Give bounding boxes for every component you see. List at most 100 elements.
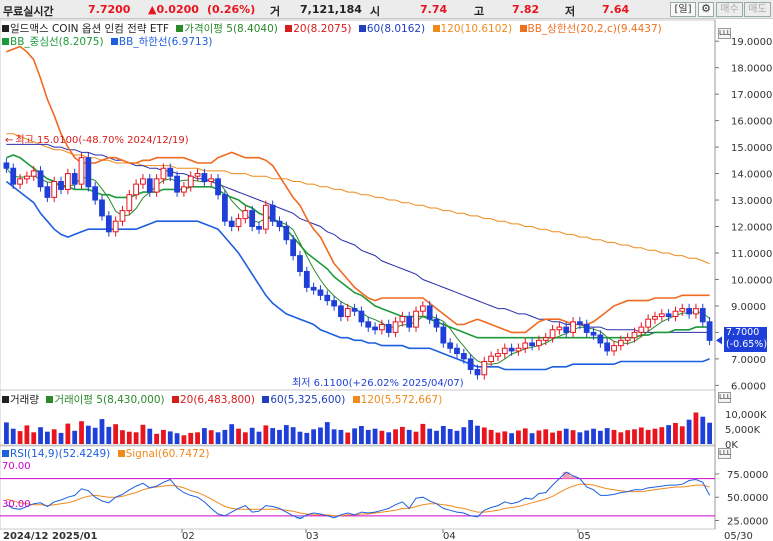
price-tick-label: 14.0000 [731, 170, 772, 181]
candle-down [372, 326, 378, 331]
candle-up [645, 318, 652, 328]
volume-bar [120, 430, 125, 444]
candle-down [310, 286, 317, 291]
volume-bar [550, 432, 555, 444]
volume-value: 7,121,184 [300, 3, 362, 16]
volume-bar [304, 432, 310, 444]
candle-down [467, 358, 474, 370]
candle-up [344, 308, 351, 318]
volume-tick-label: 0K [725, 440, 738, 451]
legend-label-vol-ma5: 거래이평 5(8,430,000) [54, 394, 165, 406]
volume-bar [31, 432, 37, 444]
legend-marker [2, 25, 9, 32]
volume-bar [44, 431, 50, 444]
price-tick-label: 10.0000 [731, 275, 772, 286]
legend-vol-ma120: 120(5,572,667) [352, 394, 445, 406]
candle-down [604, 342, 611, 352]
candle-up [549, 329, 556, 339]
volume-bar [434, 430, 439, 444]
volume-bar [379, 430, 385, 444]
candle-up [672, 310, 679, 318]
candle-down [474, 368, 481, 376]
volume-bar [618, 432, 624, 444]
rsi-lower-label: 30.00 [2, 499, 31, 510]
legend-label-ma20: 20(8.2075) [293, 23, 352, 35]
buy-button[interactable]: 매수 [716, 2, 743, 17]
candle-down [433, 318, 440, 328]
volume-bar [202, 428, 207, 444]
volume-bar [427, 428, 433, 444]
volume-bar [557, 430, 562, 444]
volume-bar [570, 430, 576, 444]
legend-marker [110, 38, 118, 45]
volume-bar [277, 429, 282, 444]
rsi-overbought-fill [569, 475, 577, 479]
legend-label-bb-mid: BB_중심선(8.2075) [10, 36, 104, 48]
candle-down [228, 220, 235, 228]
volume-bar [563, 428, 569, 444]
current-price-label-pct: (-0.65%) [726, 339, 768, 350]
high-value: 7.82 [512, 3, 540, 16]
candle-down [447, 342, 454, 349]
ma120-line [6, 133, 710, 265]
legend-label-signal: Signal(60.7472) [125, 448, 210, 460]
price-tick-label: 13.0000 [731, 196, 772, 207]
high-arrow-icon: ← [5, 135, 14, 146]
candle-up [617, 339, 624, 347]
price-scale-button[interactable]: LLL [718, 28, 731, 39]
candle-down [290, 239, 297, 257]
candle-down [215, 178, 221, 196]
candle-up [611, 345, 617, 352]
price-tick-label: 6.0000 [731, 381, 766, 392]
candle-down [460, 353, 467, 360]
candle-up [522, 342, 529, 349]
volume-bar [516, 430, 521, 444]
current-price-arrow-icon [716, 336, 722, 345]
volume-bar [113, 424, 119, 444]
volume-bar [242, 432, 248, 444]
price-change-pct: (0.26%) [207, 3, 256, 16]
candle-down [303, 271, 310, 288]
legend-label-title: 일드맥스 COIN 옵션 인컴 전략 ETF [10, 23, 169, 35]
candle-down [454, 347, 460, 355]
bb-upper-line [6, 45, 710, 334]
price-tick-label: 7.0000 [731, 355, 766, 366]
candle-down [563, 326, 570, 333]
rsi-tick-label: 50.0000 [727, 493, 768, 504]
candle-down [706, 321, 713, 341]
volume-bar [345, 432, 351, 444]
volume-bar [468, 420, 474, 444]
candle-up [78, 157, 85, 185]
signal-line [6, 483, 710, 517]
high-annotation: ← 최고 15.0100(-48.70% 2024/12/19) [5, 131, 191, 146]
volume-bar [38, 427, 43, 444]
candle-down [338, 305, 344, 318]
volume-bar [229, 424, 235, 444]
volume-bar [133, 432, 139, 444]
volume-bar [577, 432, 583, 444]
volume-bar [420, 423, 426, 444]
period-button[interactable]: [일] [670, 2, 696, 17]
volume-bar [365, 429, 371, 444]
volume-bar [645, 429, 651, 444]
volume-bar [195, 432, 200, 444]
candle-up [208, 178, 215, 182]
volume-bar [707, 422, 712, 444]
x-tick-label: 2024/12 [3, 531, 48, 541]
volume-bar [99, 419, 105, 444]
candle-up [481, 361, 488, 376]
volume-bar [331, 429, 337, 444]
candle-up [112, 220, 119, 233]
volume-bar [188, 432, 194, 444]
gear-icon[interactable]: ⚙ [698, 2, 714, 17]
rsi-scale-button[interactable]: LLL [718, 448, 731, 459]
volume-bar [290, 427, 296, 444]
volume-scale-button[interactable]: LLL [718, 392, 731, 403]
sell-button[interactable]: 매도 [744, 2, 771, 17]
x-tick-label: 04 [443, 531, 456, 541]
low-label: 저 [565, 5, 576, 18]
volume-bar [359, 426, 364, 444]
candle-down [146, 178, 153, 193]
volume-bar [481, 427, 487, 444]
